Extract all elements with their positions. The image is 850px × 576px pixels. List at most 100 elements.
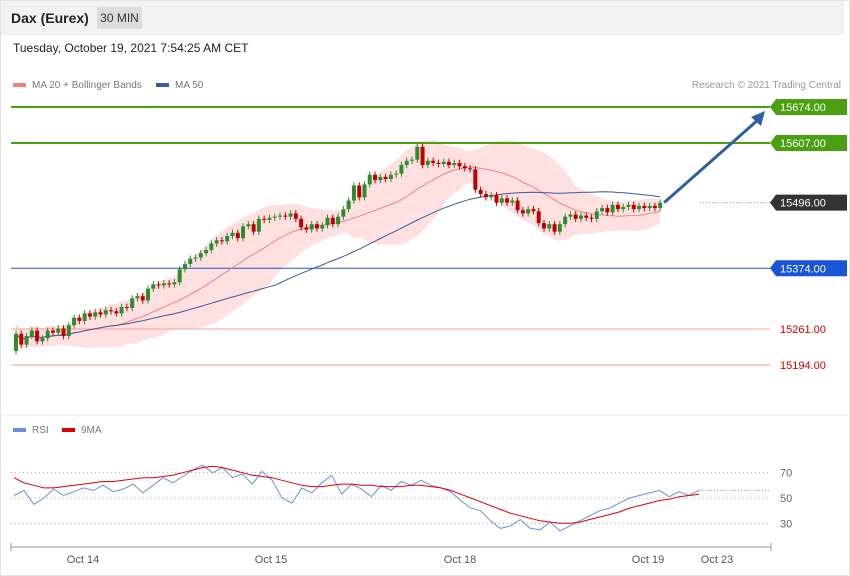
candle [510,197,515,206]
candle [652,202,657,212]
rsi-ma-line [13,465,700,524]
level-tag-15674.00 [770,99,847,115]
candle-body [510,200,515,203]
candle [93,309,98,320]
candle-body [267,217,272,220]
rsi-tick-label: 50 [780,493,792,505]
candle [621,203,626,213]
candle [626,201,631,211]
candle [446,158,451,169]
candle [230,229,235,240]
candle-body [177,269,182,283]
candle [647,202,652,212]
candle [251,220,256,235]
candle-body [304,227,309,230]
candle-body [557,224,562,232]
candle-body [399,165,404,174]
legend-rsi-label: RSI [32,425,49,436]
x-tick-label: Oct 19 [632,554,664,566]
level-tag-15496.00 [770,194,847,211]
candle-body [320,225,325,229]
candle-body [600,208,605,212]
candle-body [394,173,399,175]
candle [346,197,351,213]
candle-body [219,240,224,242]
candle [489,191,494,201]
candle-body [373,174,378,181]
candle [452,159,457,169]
candle-body [336,216,341,225]
legend-rsi-ma-label: 9MA [81,425,102,436]
candle-body [188,258,193,264]
candle-body [621,206,626,210]
candle-body [114,311,119,314]
candle-body [241,226,246,239]
candle-body [642,205,647,209]
candle-body [24,335,29,345]
candle-body [615,204,620,210]
candle [600,204,605,215]
candle-body [87,313,92,317]
candle-body [124,306,129,309]
timeframe-button[interactable]: 30 MIN [97,7,142,29]
candle-body [594,211,599,219]
candle [594,208,599,223]
candle [362,181,367,201]
candle [98,309,103,318]
candle [547,220,552,232]
candle-body [351,185,356,201]
candle [151,281,156,292]
candle [87,310,92,320]
candle-body [45,330,50,339]
candle [314,220,319,232]
candle [72,314,77,329]
candle [267,214,272,224]
level-label-15496.00: 15496.00 [780,198,826,210]
candle-body [610,204,615,213]
candle [357,182,362,201]
candle [325,214,330,229]
candle [209,240,214,254]
candle-body [483,194,488,198]
candle [124,303,129,312]
level-tag-15374.00 [770,260,847,277]
candle [457,159,462,170]
candle-body [446,161,451,166]
candle-body [441,161,446,164]
candle [473,166,478,193]
candle [499,195,504,206]
candle-body [410,159,414,161]
level-label-15194.00: 15194.00 [780,360,826,372]
candle [631,201,636,213]
candle-body [658,202,663,209]
candle [130,295,135,312]
candle-body [204,249,209,254]
candle-body [172,282,177,285]
candle-body [425,160,430,166]
candle-body [40,338,45,342]
candle [66,322,71,340]
candle-body [278,215,282,217]
candle [182,260,187,273]
candle [172,279,177,288]
candle [367,171,372,188]
candle [82,310,87,325]
legend-rsi: RSI [13,425,49,436]
level-tag-15607.00 [770,135,847,152]
candle-body [552,224,557,232]
candle-body [362,184,367,198]
candle [520,206,525,217]
candle-body [626,204,631,207]
candle [410,156,414,164]
candle [425,157,430,169]
candle [515,197,520,214]
candle-body [93,312,98,317]
candle [198,249,203,261]
candle [103,306,108,318]
candle-body [35,330,40,342]
candle-body [29,330,34,336]
candle-body [214,240,219,244]
rsi-tick-label: 70 [780,468,792,480]
candle-body [235,232,240,239]
candle-body [283,215,288,217]
